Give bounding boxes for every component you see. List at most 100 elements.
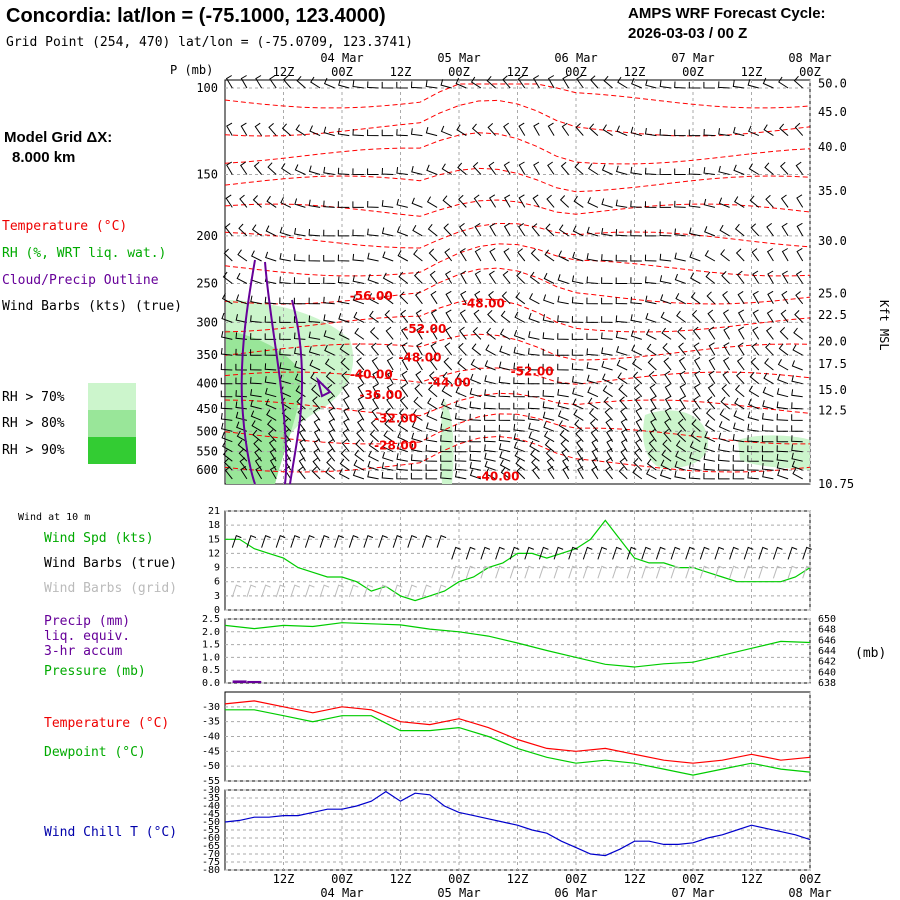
wind-barb — [220, 402, 233, 410]
wind-barb — [762, 400, 774, 410]
wind-barb — [791, 375, 803, 385]
wind-barb — [397, 420, 409, 432]
wind-barb — [413, 249, 423, 262]
wind-barb — [691, 309, 701, 323]
wind-barb — [557, 315, 569, 323]
wind-barb — [469, 462, 482, 471]
wind-barb — [557, 376, 569, 385]
wind-barb — [708, 357, 716, 371]
wind-barb — [601, 373, 613, 385]
wind-barb — [513, 402, 525, 410]
wind-barb — [791, 425, 803, 432]
wind-barb — [588, 123, 599, 136]
wind-barb — [368, 450, 379, 462]
wind-barb — [323, 277, 335, 284]
wind-barb — [308, 165, 321, 175]
grid-wind-barb — [641, 565, 651, 579]
wind-barb — [718, 443, 730, 453]
wind-barb — [572, 387, 584, 398]
grid-wind-barb — [612, 565, 622, 579]
grid-wind-barb — [421, 584, 432, 598]
wind-barb — [663, 429, 672, 443]
wind-barb — [679, 370, 687, 384]
wind-barb — [280, 197, 292, 208]
wind-barb — [615, 254, 628, 262]
wind-barb — [518, 194, 526, 208]
wind-barb — [484, 414, 496, 421]
wind-barb — [571, 376, 584, 385]
wind-barb — [499, 459, 511, 471]
wind-barb — [616, 359, 628, 371]
wind-barb — [250, 363, 262, 371]
wind-barb — [220, 347, 233, 356]
wind-barb — [342, 395, 350, 410]
wind-barb — [618, 384, 628, 398]
wind-barb — [323, 166, 335, 175]
wind-barb — [440, 471, 452, 480]
wind-barb — [383, 430, 394, 443]
wind-barb — [615, 297, 628, 305]
wind-barb — [339, 458, 350, 471]
value-tick-label: 6 — [214, 577, 220, 588]
wind-barb — [761, 424, 774, 432]
wind-barb — [279, 316, 291, 323]
wind-barb — [649, 383, 657, 397]
wind-barb — [761, 463, 774, 471]
wind-barb — [425, 444, 438, 453]
value-tick-label: 0.5 — [202, 665, 220, 676]
value-tick-label: -55 — [202, 776, 220, 787]
pressure-line — [224, 622, 811, 668]
wind-barb — [589, 418, 599, 432]
wind-barb — [688, 462, 701, 471]
wind-barb — [458, 194, 467, 208]
wind-barb — [513, 377, 525, 385]
wind-barb — [722, 291, 730, 305]
wind-barb — [736, 270, 745, 284]
wind-barb — [308, 315, 321, 323]
wind-barb — [381, 167, 394, 175]
surface-wind-barb — [480, 546, 491, 560]
wind-barb — [589, 75, 599, 89]
wind-barb — [513, 329, 525, 340]
wind-barb — [323, 77, 335, 89]
wind-barb — [440, 79, 452, 89]
wind-barb — [587, 197, 599, 208]
wind-barb — [381, 471, 394, 480]
wind-barb — [338, 79, 350, 89]
wind-barb — [571, 333, 584, 340]
wind-barb — [720, 396, 730, 410]
wind-barb — [220, 377, 233, 385]
wind-barb — [513, 433, 525, 443]
wind-barb — [240, 122, 248, 136]
wind-barb — [401, 370, 409, 384]
wind-barb — [268, 123, 277, 136]
wind-barb — [542, 377, 555, 385]
wind-barb — [616, 346, 628, 356]
wind-barb — [620, 438, 628, 452]
wind-barb — [765, 342, 774, 356]
surface-wind-barb — [378, 534, 388, 548]
wind-barb — [269, 75, 277, 89]
wind-barb — [279, 226, 291, 237]
surface-wind-barb — [568, 546, 578, 560]
pressure-tick-label: 200 — [196, 229, 218, 243]
wind-barb — [602, 385, 613, 398]
kft-tick-label: 20.0 — [818, 334, 847, 348]
grid-wind-barb — [451, 565, 461, 579]
wind-barb — [645, 79, 657, 89]
wind-barb — [791, 414, 803, 421]
rh70-swatch — [88, 383, 136, 410]
wind-barb — [529, 271, 540, 284]
wind-barb — [429, 270, 438, 284]
wind-barb — [632, 467, 643, 480]
wind-barb — [750, 357, 760, 371]
wind-barb — [474, 290, 482, 305]
wind-barb — [513, 346, 525, 356]
kft-axis-label: Kft MSL — [877, 300, 891, 351]
wind-barb — [235, 390, 247, 398]
wind-barb — [737, 326, 745, 340]
wind-barb — [240, 161, 248, 175]
wind-barb — [721, 271, 730, 284]
